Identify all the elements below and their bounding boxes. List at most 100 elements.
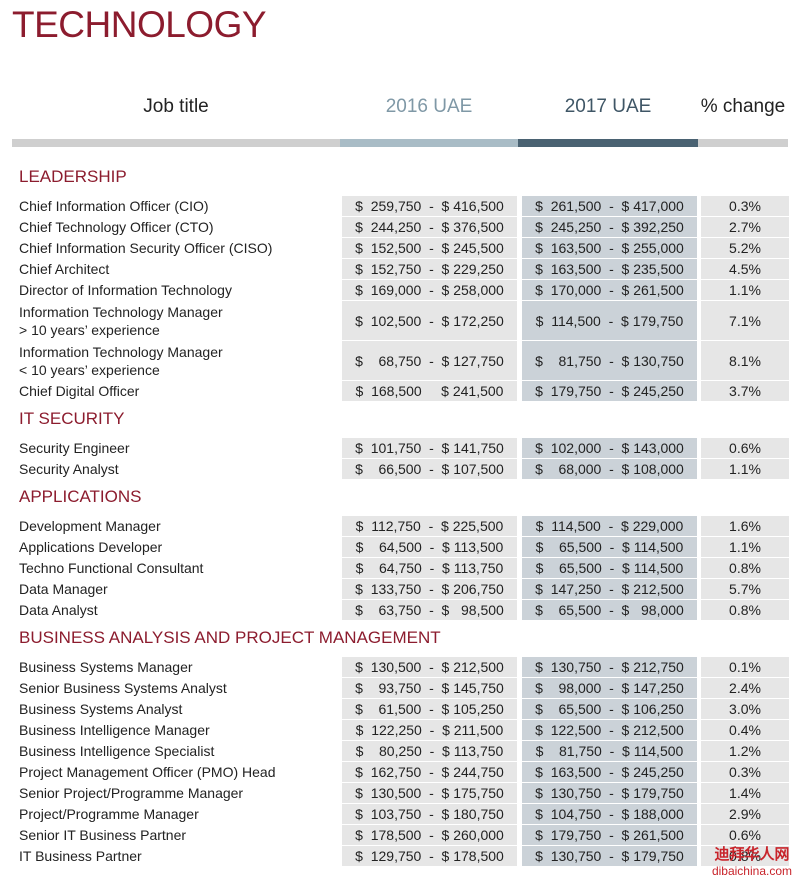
job-title: Senior Project/Programme Manager bbox=[19, 785, 244, 801]
table-row: Business Intelligence Specialist $ 80,250… bbox=[0, 741, 800, 762]
table-row: Senior IT Business Partner $ 178,500 - $ … bbox=[0, 825, 800, 846]
percent-change: 0.3% bbox=[701, 762, 789, 782]
table-row: Chief Digital Officer $ 168,500 $ 241,500… bbox=[0, 381, 800, 402]
page-title: TECHNOLOGY bbox=[12, 4, 267, 45]
percent-change: 8.1% bbox=[701, 341, 789, 380]
salary-2017: $ 261,500 - $ 417,000 bbox=[522, 196, 697, 216]
table-row: Applications Developer $ 64,500 - $ 113,5… bbox=[0, 537, 800, 558]
salary-2017: $ 104,750 - $ 188,000 bbox=[522, 804, 697, 824]
salary-2016: $ 112,750 - $ 225,500 bbox=[342, 516, 517, 536]
header-bar bbox=[698, 139, 788, 147]
job-title: Development Manager bbox=[19, 518, 161, 534]
percent-change: 1.6% bbox=[701, 516, 789, 536]
table-row: Senior Project/Programme Manager $ 130,50… bbox=[0, 783, 800, 804]
percent-change: 0.3% bbox=[701, 196, 789, 216]
salary-2016: $ 130,500 - $ 212,500 bbox=[342, 657, 517, 677]
table-row: Chief Information Security Officer (CISO… bbox=[0, 238, 800, 259]
percent-change: 0.8% bbox=[701, 558, 789, 578]
table-row: Business Intelligence Manager $ 122,250 -… bbox=[0, 720, 800, 741]
salary-2016: $ 63,750 - $ 98,500 bbox=[342, 600, 517, 620]
header-bar bbox=[518, 139, 698, 147]
table-row: Chief Technology Officer (CTO) $ 244,250 … bbox=[0, 217, 800, 238]
salary-2017: $ 65,500 - $ 114,500 bbox=[522, 558, 697, 578]
percent-change: 0.6% bbox=[701, 825, 789, 845]
watermark-text: 迪拜华人网 bbox=[714, 846, 790, 863]
table-body: LEADERSHIP Chief Information Officer (CIO… bbox=[0, 160, 800, 867]
percent-change: 0.1% bbox=[701, 657, 789, 677]
salary-2016: $ 103,750 - $ 180,750 bbox=[342, 804, 517, 824]
job-title: Information Technology Manager < 10 year… bbox=[19, 343, 223, 378]
salary-2017: $ 130,750 - $ 179,750 bbox=[522, 846, 697, 866]
header-bar bbox=[12, 139, 340, 147]
section-heading: BUSINESS ANALYSIS AND PROJECT MANAGEMENT bbox=[19, 628, 441, 647]
job-title: Data Analyst bbox=[19, 602, 98, 618]
salary-2016: $ 64,750 - $ 113,750 bbox=[342, 558, 517, 578]
job-title: Chief Architect bbox=[19, 261, 110, 277]
salary-2017: $ 65,500 - $ 98,000 bbox=[522, 600, 697, 620]
job-title: Chief Information Officer (CIO) bbox=[19, 198, 209, 214]
table-row: Data Manager $ 133,750 - $ 206,750 $ 147,2… bbox=[0, 579, 800, 600]
table-row: Development Manager $ 112,750 - $ 225,500… bbox=[0, 516, 800, 537]
salary-2016: $ 133,750 - $ 206,750 bbox=[342, 579, 517, 599]
table-row: Data Analyst $ 63,750 - $ 98,500 $ 65,500 … bbox=[0, 600, 800, 621]
job-title: Techno Functional Consultant bbox=[19, 560, 204, 576]
salary-2017: $ 98,000 - $ 147,250 bbox=[522, 678, 697, 698]
percent-change: 1.1% bbox=[701, 280, 789, 300]
salary-2016: $ 130,500 - $ 175,750 bbox=[342, 783, 517, 803]
salary-2017: $ 114,500 - $ 229,000 bbox=[522, 516, 697, 536]
table-row: Chief Architect $ 152,750 - $ 229,250 $ 16… bbox=[0, 259, 800, 280]
salary-2017: $ 179,750 - $ 245,250 bbox=[522, 381, 697, 401]
salary-2017: $ 163,500 - $ 245,250 bbox=[522, 762, 697, 782]
table-row: Information Technology Manager < 10 year… bbox=[0, 341, 800, 381]
section-heading: APPLICATIONS bbox=[19, 487, 142, 506]
table-row: Information Technology Manager > 10 year… bbox=[0, 301, 800, 341]
table-row: IT Business Partner $ 129,750 - $ 178,500… bbox=[0, 846, 800, 867]
salary-2017: $ 102,000 - $ 143,000 bbox=[522, 438, 697, 458]
section-heading: LEADERSHIP bbox=[19, 167, 127, 186]
salary-2017: $ 122,500 - $ 212,500 bbox=[522, 720, 697, 740]
table-row: Business Systems Manager $ 130,500 - $ 21… bbox=[0, 657, 800, 678]
salary-2016: $ 93,750 - $ 145,750 bbox=[342, 678, 517, 698]
salary-2016: $ 61,500 - $ 105,250 bbox=[342, 699, 517, 719]
percent-change: 4.5% bbox=[701, 259, 789, 279]
table-row: Chief Information Officer (CIO) $ 259,750… bbox=[0, 196, 800, 217]
table-row: Project Management Officer (PMO) Head $ 1… bbox=[0, 762, 800, 783]
table-row: Techno Functional Consultant $ 64,750 - $… bbox=[0, 558, 800, 579]
percent-change: 3.7% bbox=[701, 381, 789, 401]
section-heading: IT SECURITY bbox=[19, 409, 125, 428]
percent-change: 7.1% bbox=[701, 301, 789, 340]
job-title: Security Engineer bbox=[19, 440, 130, 456]
job-title: Chief Information Security Officer (CISO… bbox=[19, 240, 273, 256]
percent-change: 1.4% bbox=[701, 783, 789, 803]
salary-2017: $ 81,750 - $ 114,500 bbox=[522, 741, 697, 761]
percent-change: 2.9% bbox=[701, 804, 789, 824]
percent-change: 0.4% bbox=[701, 720, 789, 740]
salary-2016: $ 122,250 - $ 211,500 bbox=[342, 720, 517, 740]
salary-2016: $ 129,750 - $ 178,500 bbox=[342, 846, 517, 866]
watermark-text: dibaichina.com bbox=[711, 864, 792, 878]
salary-2016: $ 152,750 - $ 229,250 bbox=[342, 259, 517, 279]
table-row: Senior Business Systems Analyst $ 93,750 … bbox=[0, 678, 800, 699]
job-title: Applications Developer bbox=[19, 539, 163, 555]
table-row: Director of Information Technology $ 169,… bbox=[0, 280, 800, 301]
salary-2017: $ 114,500 - $ 179,750 bbox=[522, 301, 697, 340]
table-row: Business Systems Analyst $ 61,500 - $ 105… bbox=[0, 699, 800, 720]
job-title: Information Technology Manager > 10 year… bbox=[19, 303, 223, 338]
job-title: Project/Programme Manager bbox=[19, 806, 199, 822]
job-title: Chief Digital Officer bbox=[19, 383, 140, 399]
percent-change: 1.1% bbox=[701, 459, 789, 479]
percent-change: 1.2% bbox=[701, 741, 789, 761]
salary-2017: $ 170,000 - $ 261,500 bbox=[522, 280, 697, 300]
job-title: Business Intelligence Manager bbox=[19, 722, 210, 738]
job-title: Data Manager bbox=[19, 581, 108, 597]
job-title: IT Business Partner bbox=[19, 848, 142, 864]
job-title: Director of Information Technology bbox=[19, 282, 232, 298]
job-title: Chief Technology Officer (CTO) bbox=[19, 219, 214, 235]
job-title: Business Systems Manager bbox=[19, 659, 193, 675]
column-header: 2016 UAE bbox=[385, 96, 473, 117]
column-header: % change bbox=[700, 96, 786, 117]
salary-2017: $ 130,750 - $ 179,750 bbox=[522, 783, 697, 803]
job-title: Senior IT Business Partner bbox=[19, 827, 187, 843]
table-row: Security Analyst $ 66,500 - $ 107,500 $ 68… bbox=[0, 459, 800, 480]
salary-2016: $ 259,750 - $ 416,500 bbox=[342, 196, 517, 216]
